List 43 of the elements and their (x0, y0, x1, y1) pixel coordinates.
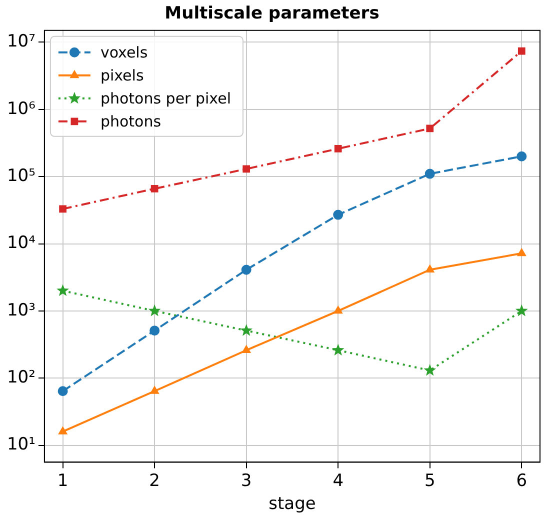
chart-title: Multiscale parameters (164, 4, 380, 24)
point (150, 326, 160, 336)
point (426, 124, 434, 132)
point (424, 168, 435, 179)
point (334, 145, 342, 152)
point (425, 264, 434, 273)
x-tick-label: 2 (149, 470, 160, 491)
point (150, 386, 159, 394)
point (332, 344, 344, 356)
y-tick-label: 10⁶ (6, 98, 36, 119)
point (240, 324, 253, 336)
y-tick-label: 10⁵ (6, 166, 36, 186)
x-tick-label: 6 (516, 470, 528, 491)
point (242, 345, 251, 353)
point (58, 426, 68, 434)
point (518, 47, 526, 55)
x-axis-title: stage (268, 494, 316, 514)
y-tick-label: 10³ (6, 300, 36, 320)
point (58, 386, 68, 396)
point (242, 165, 250, 173)
x-tick-label: 5 (424, 470, 436, 491)
point (150, 185, 158, 192)
point (241, 264, 252, 275)
x-tick-label: 1 (57, 470, 68, 491)
y-tick-label: 10⁴ (6, 233, 36, 254)
x-tick-label: 3 (240, 470, 252, 491)
point (333, 210, 344, 220)
point (56, 284, 69, 296)
legend-label: photons per pixel (100, 89, 231, 108)
point (334, 306, 343, 314)
point (59, 205, 66, 213)
legend-label: voxels (100, 43, 148, 62)
legend-label: photons (100, 112, 162, 130)
point (515, 304, 528, 316)
point (424, 364, 436, 376)
y-tick-label: 10² (6, 368, 36, 388)
y-tick-label: 10¹ (6, 434, 36, 455)
point (517, 248, 526, 256)
x-tick-label: 4 (332, 470, 344, 491)
point (516, 151, 527, 162)
y-tick-label: 10⁷ (6, 32, 36, 52)
legend-label: pixels (100, 66, 144, 84)
point (148, 304, 161, 316)
